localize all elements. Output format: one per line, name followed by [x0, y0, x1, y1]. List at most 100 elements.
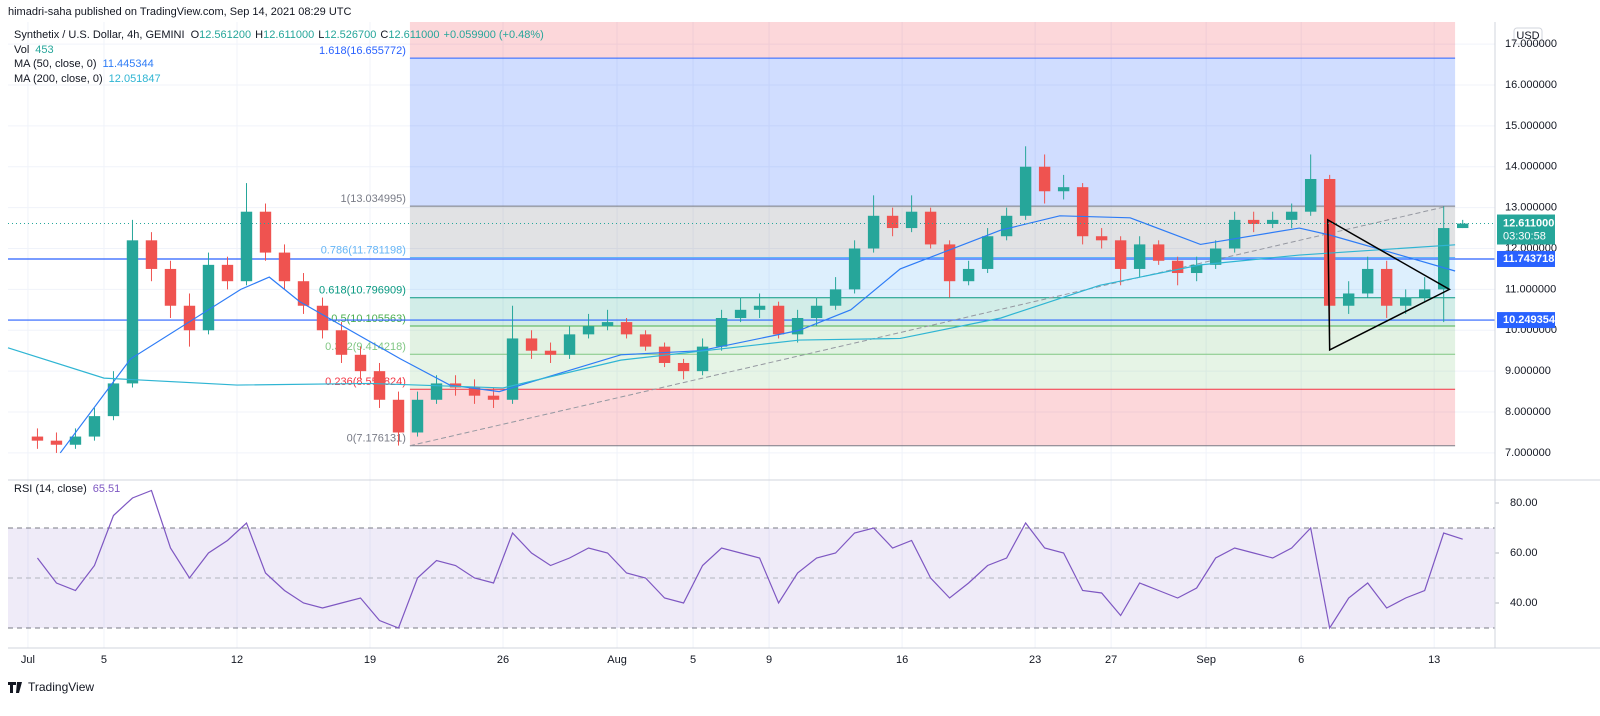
- h-label: H: [255, 29, 263, 41]
- y-tick-label: 7.000000: [1505, 447, 1551, 459]
- last-price-tag: [1497, 214, 1555, 245]
- x-tick-label: 6: [1298, 654, 1304, 666]
- fib-band: [409, 58, 1456, 207]
- candle-body: [1285, 211, 1298, 220]
- y-tick-label: 13.000000: [1505, 202, 1557, 214]
- candle-body: [1342, 293, 1355, 306]
- candle-body: [1076, 187, 1089, 237]
- x-tick-label: 5: [690, 654, 696, 666]
- candle-body: [1399, 297, 1412, 306]
- candle-body: [145, 240, 158, 269]
- candle-body: [639, 334, 652, 347]
- ma200-value: 12.051847: [109, 73, 161, 85]
- rsi-line: [36, 489, 1463, 630]
- l-value: 12.526700: [324, 29, 376, 41]
- trendline: [409, 205, 1448, 447]
- price-tag-label: 10.249354: [1503, 314, 1556, 326]
- candle-body: [240, 211, 253, 282]
- x-tick-label: 5: [101, 654, 107, 666]
- vol-value: 453: [35, 44, 53, 56]
- rsi-label: RSI (14, close): [14, 483, 87, 495]
- candle-body: [107, 383, 120, 417]
- x-tick-label: Sep: [1196, 654, 1216, 666]
- brand-logo: [8, 682, 22, 693]
- currency-badge[interactable]: [1513, 27, 1543, 45]
- candle-body: [69, 436, 82, 445]
- candle-body: [506, 338, 519, 400]
- candle-body: [886, 215, 899, 229]
- fib-band: [409, 257, 1456, 298]
- legend: himadri-saha published on TradingView.co…: [8, 6, 1543, 694]
- price-tag-label: 11.743718: [1503, 253, 1554, 265]
- fib-retracement: 1.618(16.655772) 1(13.034995) 0.786(11.781…: [319, 22, 1456, 447]
- candle-body: [1190, 264, 1203, 274]
- published: himadri-saha published on TradingView.co…: [8, 6, 352, 18]
- y-tick-label: 80.00: [1510, 497, 1538, 509]
- fib-label: 0.618(10.796909): [319, 285, 406, 297]
- candle-body: [962, 268, 975, 282]
- candle-body: [563, 334, 576, 355]
- candle-body: [848, 248, 861, 290]
- candle-body: [335, 330, 348, 355]
- candle-body: [1266, 219, 1279, 224]
- candle-body: [943, 244, 956, 282]
- change: +0.059900 (+0.48%): [444, 29, 544, 41]
- candle-body: [1323, 178, 1336, 306]
- last-price-label: 12.611000: [1503, 217, 1554, 229]
- candle-body: [1361, 268, 1374, 294]
- candle-body: [468, 387, 481, 396]
- y-tick-label: 60.00: [1510, 547, 1538, 559]
- candle-body: [202, 264, 215, 331]
- x-tick-label: 13: [1428, 654, 1440, 666]
- candle-body: [1209, 248, 1222, 265]
- y-tick-label: 40.00: [1510, 597, 1538, 609]
- price-tag: [1497, 312, 1555, 329]
- vol: Vol 453: [14, 44, 54, 56]
- candle-body: [1228, 219, 1241, 249]
- candle-body: [810, 305, 823, 319]
- candle-body: [31, 436, 44, 441]
- plot: [7, 146, 1495, 630]
- y-tick-label: 11.000000: [1505, 283, 1556, 295]
- fib-label: 1(13.034995): [340, 193, 405, 205]
- x-tick-label: 23: [1029, 654, 1041, 666]
- fib-label: 0(7.176131): [347, 433, 406, 445]
- fib-band: [409, 389, 1456, 446]
- candle-body: [278, 252, 291, 282]
- candle-body: [1437, 228, 1450, 290]
- candle-body: [696, 346, 709, 372]
- price-tag: [1497, 250, 1555, 267]
- rsi-value: 65.51: [93, 483, 121, 495]
- candle-body: [525, 338, 538, 351]
- candle-body: [1114, 240, 1127, 269]
- fib-band: [409, 354, 1456, 390]
- brand: TradingView: [28, 680, 94, 694]
- ma200: MA (200, close, 0) 12.051847: [14, 73, 161, 85]
- moving-average: [7, 244, 1456, 389]
- l-label: L: [318, 29, 324, 41]
- candle-body: [544, 350, 557, 355]
- o-value: 12.561200: [199, 29, 251, 41]
- candle-body: [354, 354, 367, 372]
- candle-body: [1247, 219, 1260, 224]
- candle-body: [411, 399, 424, 433]
- candle-body: [905, 211, 918, 229]
- candle-body: [430, 383, 443, 400]
- candle-body: [924, 211, 937, 245]
- candle-body: [677, 362, 690, 372]
- countdown: 03:30:58: [1503, 230, 1546, 242]
- x-tick-label: 12: [231, 654, 243, 666]
- rsi-legend: RSI (14, close) 65.51: [14, 483, 120, 495]
- fib-band: [409, 297, 1456, 326]
- y-tick-label: 9.000000: [1505, 365, 1551, 377]
- candle-body: [1380, 268, 1393, 306]
- candle-body: [316, 305, 329, 331]
- candle-body: [753, 305, 766, 310]
- candle-body: [164, 268, 177, 306]
- currency: USD: [1516, 30, 1539, 42]
- triangle: [1327, 218, 1451, 352]
- x-tick-label: 19: [364, 654, 376, 666]
- candle-body: [734, 309, 747, 319]
- candle-body: [221, 264, 234, 282]
